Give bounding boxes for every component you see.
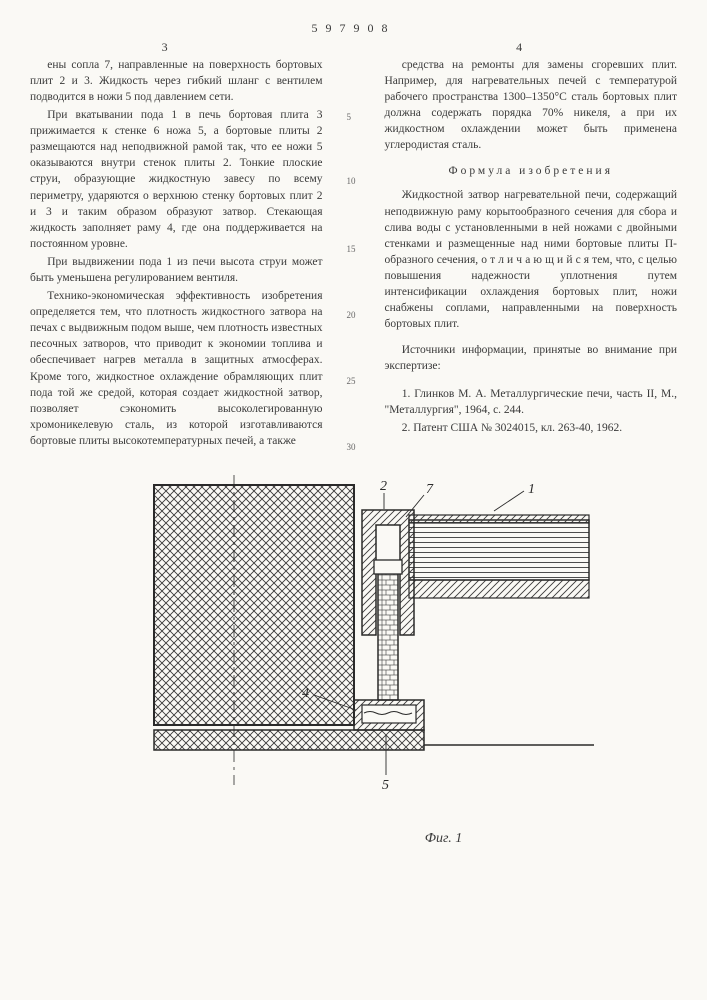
left-p4: Технико-экономическая эффективность изоб… [30, 288, 323, 449]
figure-caption: Фиг. 1 [30, 829, 677, 849]
col-num-right: 4 [516, 39, 522, 56]
line-number-gutter: 5 10 15 20 25 30 [347, 57, 361, 451]
figure-svg: 1 2 7 4 5 [94, 475, 614, 825]
fig-label-2: 2 [380, 479, 387, 494]
fig-label-4: 4 [302, 686, 309, 701]
line-num: 25 [347, 375, 356, 388]
patent-number: 597908 [30, 20, 677, 37]
fig-label-1: 1 [528, 482, 535, 497]
figure-1: 1 2 7 4 5 Фиг. 1 [30, 475, 677, 849]
claim-text: Жидкостной затвор нагревательной печи, с… [385, 187, 678, 332]
ref-2: 2. Патент США № 3024015, кл. 263-40, 196… [385, 420, 678, 436]
left-column: 3 ены сопла 7, направленные на поверхнос… [30, 57, 323, 451]
fig-label-5: 5 [382, 778, 389, 793]
line-num: 30 [347, 441, 356, 454]
claim-title: Формула изобретения [385, 163, 678, 179]
line-num: 15 [347, 243, 356, 256]
left-p2: При вкатывании пода 1 в печь бортовая пл… [30, 107, 323, 252]
col-num-left: 3 [162, 39, 168, 56]
refs-title: Источники информации, принятые во вниман… [385, 342, 678, 374]
left-p1: ены сопла 7, направленные на поверхность… [30, 57, 323, 105]
fig-label-7: 7 [426, 482, 434, 497]
ref-1: 1. Глинков М. А. Металлургические печи, … [385, 386, 678, 418]
line-num: 5 [347, 111, 352, 124]
line-num: 10 [347, 175, 356, 188]
right-column: 4 средства на ремонты для замены сгоревш… [385, 57, 678, 451]
right-p1: средства на ремонты для замены сгоревших… [385, 57, 678, 154]
line-num: 20 [347, 309, 356, 322]
text-columns: 3 ены сопла 7, направленные на поверхнос… [30, 57, 677, 451]
left-p3: При выдвижении пода 1 из печи высота стр… [30, 254, 323, 286]
